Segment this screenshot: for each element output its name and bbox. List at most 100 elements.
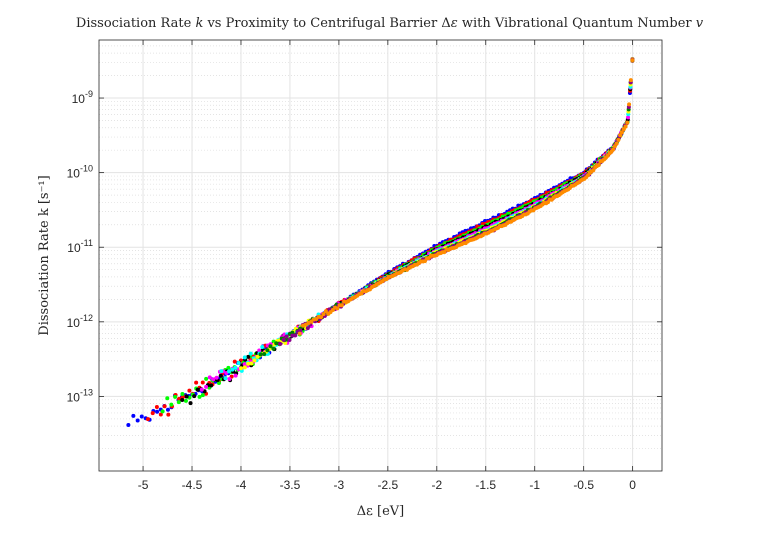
x-tick-label: -3 — [334, 478, 345, 492]
data-point — [619, 130, 624, 135]
data-point — [242, 365, 247, 370]
data-point — [226, 365, 231, 370]
data-point — [187, 388, 192, 393]
data-point — [252, 358, 257, 363]
data-point — [627, 102, 632, 107]
y-tick-label: 10-12 — [67, 313, 93, 330]
data-point — [230, 367, 235, 372]
data-point — [292, 333, 297, 338]
x-tick-label: -2.5 — [377, 478, 398, 492]
data-point — [297, 331, 302, 336]
data-point — [204, 384, 209, 389]
x-tick-label: -4.5 — [182, 478, 203, 492]
data-point — [238, 366, 243, 371]
data-point — [199, 387, 204, 392]
data-point — [180, 397, 185, 402]
data-point — [287, 338, 292, 343]
chart-title: Dissociation Rate k vs Proximity to Cent… — [76, 16, 704, 31]
data-point — [335, 306, 340, 311]
data-point — [339, 303, 344, 308]
data-point — [211, 377, 216, 382]
data-point — [258, 352, 263, 357]
x-tick-label: -4 — [236, 478, 247, 492]
data-point — [209, 383, 214, 388]
y-tick-label: 10-9 — [72, 89, 93, 106]
data-point — [305, 326, 310, 331]
data-point — [321, 312, 326, 317]
data-point — [257, 348, 262, 353]
data-point — [162, 404, 167, 409]
data-point — [268, 344, 273, 349]
x-tick-label: 0 — [629, 478, 636, 492]
data-point — [219, 369, 224, 374]
data-point — [281, 337, 286, 342]
data-point — [242, 362, 247, 367]
data-point — [204, 376, 209, 381]
axes-box — [98, 39, 663, 472]
data-point — [271, 346, 276, 351]
data-point — [158, 412, 163, 417]
data-point — [319, 315, 324, 320]
y-tick-label: 10-10 — [67, 164, 93, 181]
data-point — [183, 398, 188, 403]
data-point — [236, 361, 241, 366]
data-point — [233, 365, 238, 370]
data-point — [284, 334, 289, 339]
data-point — [184, 394, 189, 399]
data-point — [176, 400, 181, 405]
data-point — [616, 137, 621, 142]
data-point — [260, 344, 265, 349]
data-point — [197, 394, 202, 399]
y-tick-label: 10-13 — [67, 387, 93, 404]
data-point — [248, 351, 253, 356]
data-point — [255, 354, 260, 359]
data-point — [155, 409, 160, 414]
data-point — [207, 375, 212, 380]
data-point — [218, 373, 223, 378]
data-point — [246, 361, 251, 366]
data-point — [290, 330, 295, 335]
data-point — [192, 394, 197, 399]
data-point — [618, 133, 623, 138]
data-point — [145, 417, 150, 422]
data-point — [626, 115, 631, 120]
data-point — [154, 405, 159, 410]
data-point — [135, 418, 140, 423]
data-point — [227, 377, 232, 382]
data-point — [160, 409, 165, 414]
data-point — [623, 124, 628, 129]
x-axis-label: Δε [eV] — [357, 504, 404, 519]
x-tick-label: -1.5 — [475, 478, 496, 492]
data-point — [298, 328, 303, 333]
data-point — [200, 393, 205, 398]
data-point — [223, 376, 228, 381]
y-axis-label: Dissociation Rate k [s⁻¹] — [37, 175, 52, 335]
data-point — [188, 401, 193, 406]
data-point — [242, 355, 247, 360]
y-tick-label: 10-11 — [67, 238, 93, 255]
data-point — [165, 396, 170, 401]
x-tick-label: -2 — [431, 478, 442, 492]
data-point — [232, 359, 237, 364]
x-tick-label: -1 — [529, 478, 540, 492]
data-point — [177, 396, 182, 401]
data-point — [630, 58, 635, 63]
data-point — [169, 402, 174, 407]
data-point — [126, 422, 131, 427]
data-point — [173, 394, 178, 399]
data-point — [625, 120, 630, 125]
data-point — [249, 361, 254, 366]
data-point — [139, 414, 144, 419]
data-point — [278, 341, 283, 346]
data-point — [200, 380, 205, 385]
data-point — [226, 369, 231, 374]
data-point — [591, 168, 596, 173]
data-point — [596, 163, 601, 168]
data-point — [195, 387, 200, 392]
data-point — [265, 348, 270, 353]
data-point — [131, 413, 136, 418]
data-point — [262, 351, 267, 356]
data-point — [150, 411, 155, 416]
